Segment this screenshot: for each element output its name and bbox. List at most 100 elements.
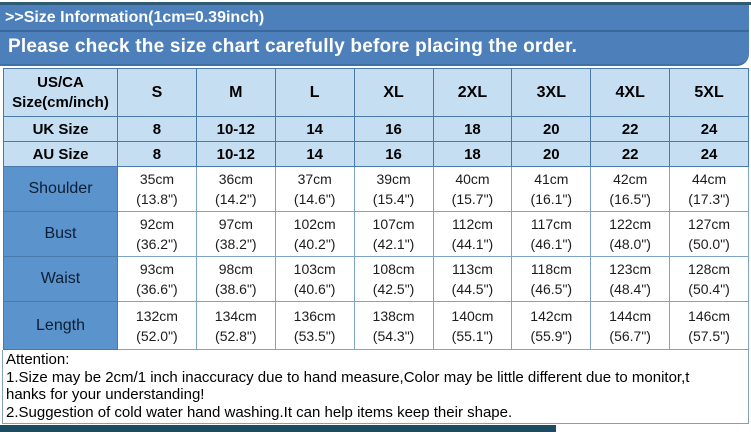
measurement-inch-value: (54.3") bbox=[372, 327, 415, 344]
size-column-header: M bbox=[195, 68, 276, 117]
measurement-inch-value: (40.2") bbox=[293, 236, 336, 252]
measurement-cm-value: 39cm bbox=[376, 171, 411, 187]
measurement-inch-value: (13.8") bbox=[136, 191, 178, 207]
page-title: >>Size Information(1cm=0.39inch) bbox=[0, 5, 749, 32]
measurement-inch-value: (52.0") bbox=[136, 327, 178, 344]
measurement-inch-value: (48.0") bbox=[609, 236, 651, 252]
measurement-cell: 123cm (48.4") bbox=[590, 256, 671, 302]
measurement-inch-value: (42.5") bbox=[372, 281, 415, 297]
measurement-inch-value: (48.4") bbox=[609, 281, 651, 297]
uk-size-row: UK Size 8 10-12 14 16 18 20 22 24 bbox=[3, 116, 749, 142]
next-section-bar bbox=[0, 425, 556, 432]
measurement-inch-value: (14.6") bbox=[293, 191, 336, 207]
uk-size-value: 14 bbox=[274, 116, 355, 142]
measurement-cell: 127cm (50.0") bbox=[669, 211, 749, 257]
measurement-cell: 98cm (38.6") bbox=[195, 256, 276, 302]
measurement-inch-value: (15.7") bbox=[451, 191, 494, 207]
size-column-header: 4XL bbox=[590, 68, 671, 117]
measurement-cm-value: 132cm bbox=[135, 307, 178, 324]
measurement-inch-value: (44.1") bbox=[451, 236, 494, 252]
uk-size-value: 22 bbox=[590, 116, 671, 142]
measurement-cell: 39cm (15.4") bbox=[353, 166, 434, 212]
measurement-cm-value: 128cm bbox=[688, 261, 731, 277]
measurement-cell: 132cm (52.0") bbox=[117, 301, 197, 350]
measurement-cell: 146cm (57.5") bbox=[669, 301, 749, 350]
header-banner: >>Size Information(1cm=0.39inch) Please … bbox=[0, 5, 749, 66]
size-chart-table: US/CA Size(cm/inch) S M L XL 2XL 3XL 4XL 5XL UK Si… bbox=[3, 68, 749, 350]
attention-line-1: 1.Size may be 2cm/1 inch inaccuracy due … bbox=[6, 368, 690, 386]
measurement-cell: 35cm (13.8") bbox=[117, 166, 197, 212]
measurement-cm-value: 36cm bbox=[218, 171, 253, 187]
measurement-inch-value: (44.5") bbox=[451, 281, 494, 297]
attention-heading: Attention: bbox=[6, 351, 70, 368]
measurement-cell: 134cm (52.8") bbox=[195, 301, 276, 350]
measurement-inch-value: (15.4") bbox=[372, 191, 415, 207]
measurement-cell: 44cm (17.3") bbox=[669, 166, 749, 212]
measurement-cm-value: 122cm bbox=[609, 216, 652, 232]
size-column-header: 2XL bbox=[432, 68, 513, 117]
measurement-cm-value: 103cm bbox=[293, 261, 336, 277]
measurement-cm-value: 146cm bbox=[688, 307, 731, 324]
measurement-cell: 112cm (44.1") bbox=[432, 211, 513, 257]
measurement-label: Shoulder bbox=[3, 166, 118, 212]
measurement-cm-value: 127cm bbox=[688, 216, 731, 232]
measurement-cm-value: 37cm bbox=[297, 171, 332, 187]
measurement-inch-value: (50.0") bbox=[688, 236, 730, 252]
au-size-value: 8 bbox=[117, 141, 197, 167]
measurement-cell: 40cm (15.7") bbox=[432, 166, 513, 212]
au-size-value: 18 bbox=[432, 141, 513, 167]
measurement-inch-value: (38.6") bbox=[215, 281, 257, 297]
measurement-inch-value: (57.5") bbox=[688, 327, 730, 344]
measurement-cm-value: 136cm bbox=[293, 307, 336, 324]
measurement-inch-value: (52.8") bbox=[215, 327, 257, 344]
uk-size-label: UK Size bbox=[3, 116, 118, 142]
measurement-cm-value: 108cm bbox=[372, 261, 415, 277]
uk-size-value: 10-12 bbox=[195, 116, 276, 142]
attention-line-3: 2.Suggestion of cold water hand washing.… bbox=[6, 403, 513, 421]
measurement-cell: 140cm (55.1") bbox=[432, 301, 513, 350]
measurement-cell: 113cm (44.5") bbox=[432, 256, 513, 302]
size-column-header: XL bbox=[353, 68, 434, 117]
measurement-row: Shoulder 35cm (13.8") 36cm (14.2") 37cm (14.6"… bbox=[3, 166, 749, 212]
measurement-cell: 128cm (50.4") bbox=[669, 256, 749, 302]
measurement-inch-value: (46.5") bbox=[530, 281, 573, 297]
us-ca-size-header-cell: US/CA Size(cm/inch) bbox=[3, 68, 118, 117]
measurement-cm-value: 102cm bbox=[293, 216, 336, 232]
measurement-inch-value: (55.9") bbox=[530, 327, 573, 344]
measurement-cell: 108cm (42.5") bbox=[353, 256, 434, 302]
size-column-header: 5XL bbox=[669, 68, 749, 117]
au-size-label: AU Size bbox=[3, 141, 118, 167]
measurement-row: Length 132cm (52.0") 134cm (52.8") 136cm (53.5… bbox=[3, 301, 749, 350]
measurement-cm-value: 140cm bbox=[451, 307, 494, 324]
measurement-inch-value: (16.5") bbox=[609, 191, 651, 207]
au-size-value: 10-12 bbox=[195, 141, 276, 167]
measurement-inch-value: (50.4") bbox=[688, 281, 730, 297]
measurement-inch-value: (36.6") bbox=[136, 281, 178, 297]
measurement-cell: 103cm (40.6") bbox=[274, 256, 355, 302]
measurement-cell: 37cm (14.6") bbox=[274, 166, 355, 212]
measurement-row: Bust 92cm (36.2") 97cm (38.2") 102cm (40.2") 10… bbox=[3, 211, 749, 257]
attention-note: Attention: 1.Size may be 2cm/1 inch inac… bbox=[2, 350, 749, 424]
uk-size-value: 8 bbox=[117, 116, 197, 142]
measurement-cell: 107cm (42.1") bbox=[353, 211, 434, 257]
measurement-row: Waist 93cm (36.6") 98cm (38.6") 103cm (40.6") 1… bbox=[3, 256, 749, 302]
measurement-inch-value: (46.1") bbox=[530, 236, 573, 252]
size-column-header: 3XL bbox=[511, 68, 592, 117]
measurement-cm-value: 118cm bbox=[530, 261, 572, 277]
measurement-cm-value: 134cm bbox=[214, 307, 257, 324]
measurement-inch-value: (16.1") bbox=[530, 191, 573, 207]
uk-size-value: 16 bbox=[353, 116, 434, 142]
au-size-value: 16 bbox=[353, 141, 434, 167]
uk-size-value: 20 bbox=[511, 116, 592, 142]
measurement-cell: 97cm (38.2") bbox=[195, 211, 276, 257]
measurement-inch-value: (36.2") bbox=[136, 236, 178, 252]
au-size-value: 22 bbox=[590, 141, 671, 167]
measurement-inch-value: (17.3") bbox=[688, 191, 730, 207]
measurement-cm-value: 40cm bbox=[455, 171, 490, 187]
measurement-cm-value: 112cm bbox=[451, 216, 493, 232]
measurement-inch-value: (38.2") bbox=[215, 236, 257, 252]
uk-size-value: 24 bbox=[669, 116, 749, 142]
measurement-cell: 122cm (48.0") bbox=[590, 211, 671, 257]
measurement-cell: 41cm (16.1") bbox=[511, 166, 592, 212]
measurement-cell: 42cm (16.5") bbox=[590, 166, 671, 212]
